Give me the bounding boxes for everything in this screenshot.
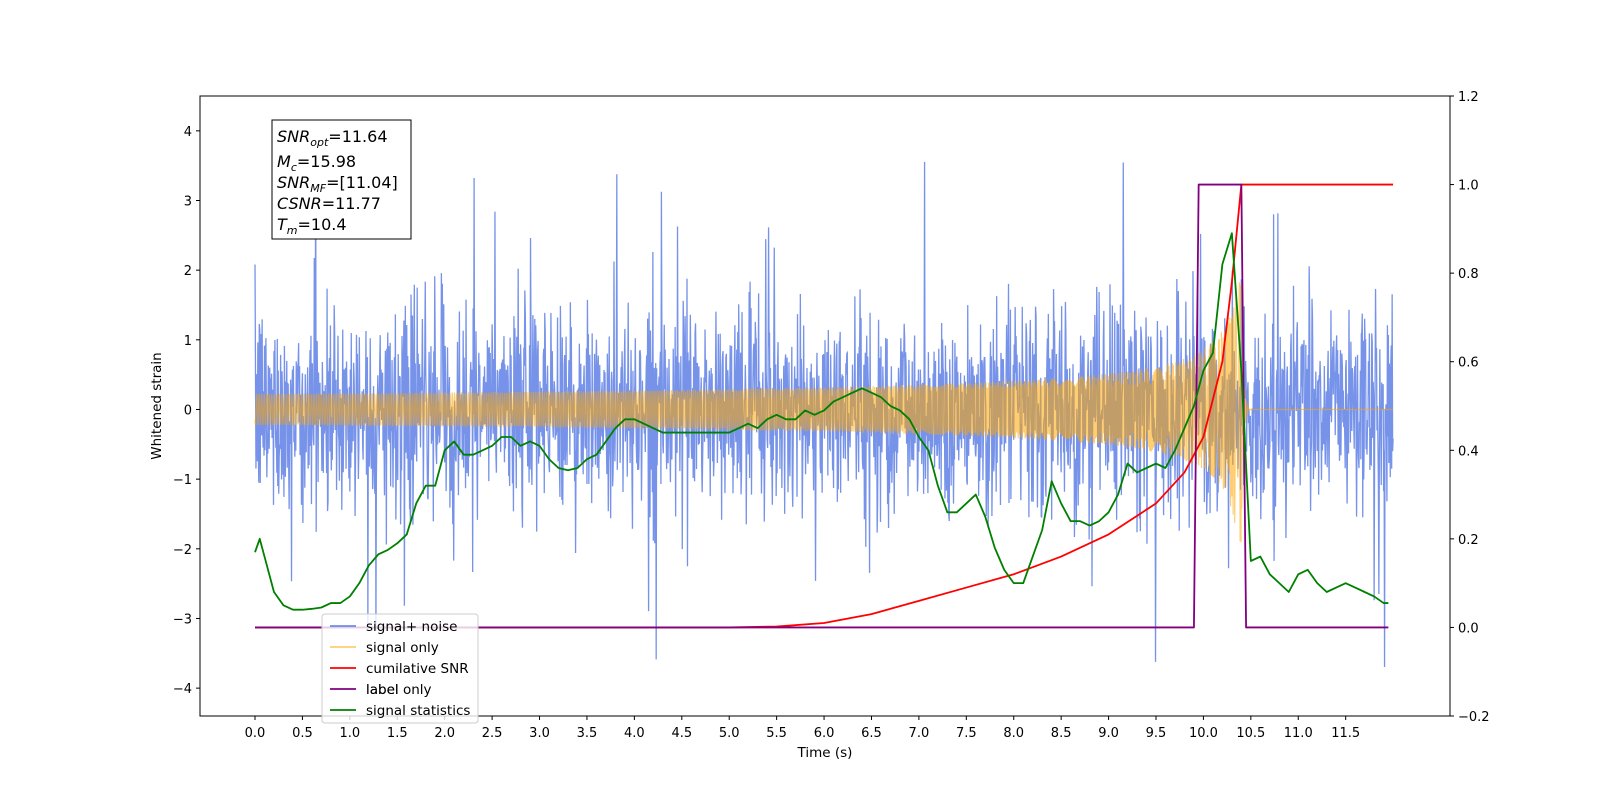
y-right-tick-label: 0.6: [1458, 356, 1479, 371]
series-cumulative-snr: [255, 183, 1394, 629]
legend-frame: [321, 613, 479, 724]
x-tick-label: 11.0: [1284, 726, 1313, 741]
legend-label-label: label: [366, 682, 399, 698]
legend: signal+ noise signal only cumilative SNR…: [321, 613, 479, 724]
x-axis: 0.0 0.5 1.0 1.5 2.0 2.5 3.0 3.5 4.0 4.5 5.0 5.5 6.0 6…: [245, 716, 1360, 741]
legend-label-signal-only: signal only: [366, 640, 439, 656]
stats-box-frame: [271, 119, 412, 240]
x-tick-label: 1.0: [340, 726, 361, 741]
x-tick-label: 1.5: [387, 726, 408, 741]
x-tick-label: 9.5: [1146, 726, 1167, 741]
y-axis-left: 4 3 2 1 0 −1 −2 −3 −4: [173, 125, 200, 697]
x-tick-label: 2.0: [434, 726, 455, 741]
x-tick-label: 2.5: [482, 726, 503, 741]
x-tick-label: 7.5: [956, 726, 977, 741]
x-tick-label: 11.5: [1331, 726, 1360, 741]
series-signal-only: [254, 282, 1394, 543]
series-signal-statistics: [254, 232, 1389, 611]
legend-label-signal-noise: signal+ noise: [366, 619, 457, 635]
y-right-tick-label: −0.2: [1458, 710, 1490, 725]
plot-series-layer: [254, 161, 1394, 668]
y-tick-label: 1: [184, 334, 192, 349]
legend-label-signal-statistics: signal statistics: [366, 703, 470, 719]
y-right-tick-label: 1.2: [1458, 90, 1479, 105]
y-tick-label: −4: [173, 682, 192, 697]
x-tick-label: 9.0: [1098, 726, 1119, 741]
legend-label-label-only: label only: [366, 682, 432, 698]
x-tick-label: 4.5: [671, 726, 692, 741]
y-tick-label: 3: [184, 194, 192, 209]
x-tick-label: 10.5: [1236, 726, 1265, 741]
y-tick-label: −2: [173, 543, 192, 558]
x-tick-label: 8.5: [1051, 726, 1072, 741]
stat-tm: Tm=10.4: [277, 215, 347, 237]
legend-label-cumulative-snr: cumilative SNR: [366, 661, 469, 677]
plot-frame: [199, 95, 1451, 717]
y-axis-title: Whitened strain: [149, 352, 165, 459]
y-right-tick-label: 0.8: [1458, 267, 1479, 282]
x-tick-label: 0.0: [245, 726, 266, 741]
stat-csnr: CSNR=11.77: [277, 194, 381, 213]
x-tick-label: 6.0: [814, 726, 835, 741]
y-tick-label: 2: [184, 264, 192, 279]
y-tick-label: 0: [184, 403, 192, 418]
stats-box: SNRopt=11.64 Mc=15.98 SNRMF=[11.04] CSNR…: [271, 119, 412, 240]
y-tick-label: −3: [173, 612, 192, 627]
stat-mc: Mc=15.98: [277, 152, 356, 174]
y-tick-label: 4: [184, 125, 192, 140]
x-tick-label: 5.5: [766, 726, 787, 741]
y-right-tick-label: 0.2: [1458, 533, 1479, 548]
y-right-tick-label: 0.4: [1458, 444, 1479, 459]
x-tick-label: 5.0: [719, 726, 740, 741]
y-tick-label: −1: [173, 473, 192, 488]
x-tick-label: 10.0: [1189, 726, 1218, 741]
y-right-tick-label: 1.0: [1458, 179, 1479, 194]
y-right-tick-label: 0.0: [1458, 621, 1479, 636]
x-tick-label: 0.5: [292, 726, 313, 741]
y-axis-right: 1.2 1.0 0.8 0.6 0.4 0.2 0.0 −0.2: [1450, 90, 1490, 725]
x-tick-label: 3.5: [577, 726, 598, 741]
stat-snr-mf: SNRMF=[11.04]: [277, 173, 398, 195]
x-axis-title: Time (s): [797, 745, 853, 761]
series-label: [255, 183, 1389, 629]
x-tick-label: 8.0: [1003, 726, 1024, 741]
x-tick-label: 3.0: [529, 726, 550, 741]
x-tick-label: 7.0: [909, 726, 930, 741]
x-tick-label: 6.5: [861, 726, 882, 741]
stat-snr-opt: SNRopt=11.64: [277, 127, 388, 149]
x-tick-label: 4.0: [624, 726, 645, 741]
